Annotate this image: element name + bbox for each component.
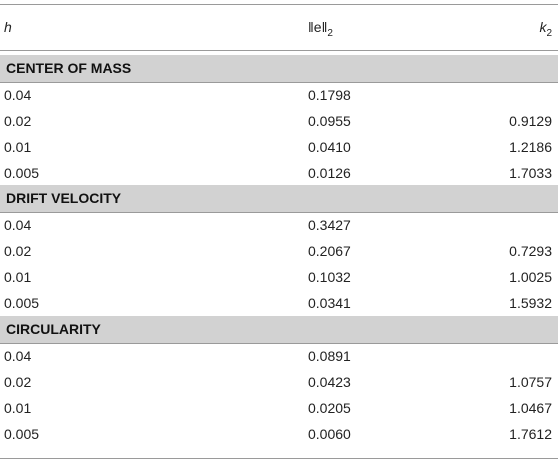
cell-h: 0.02 xyxy=(4,113,32,129)
cell-error: 0.0126 xyxy=(308,165,351,181)
cell-k: 1.0025 xyxy=(509,269,552,285)
cell-h: 0.01 xyxy=(4,139,32,155)
cell-error: 0.0060 xyxy=(308,426,351,442)
cell-k: 0.7293 xyxy=(509,243,552,259)
table-row: 0.01 0.1032 1.0025 xyxy=(0,264,558,290)
cell-h: 0.02 xyxy=(4,374,32,390)
cell-error: 0.0891 xyxy=(308,348,351,364)
table-row: 0.02 0.0955 0.9129 xyxy=(0,108,558,134)
section-center-of-mass: CENTER OF MASS xyxy=(0,55,558,83)
section-circularity: CIRCULARITY xyxy=(0,316,558,344)
section-drift-velocity: DRIFT VELOCITY xyxy=(0,185,558,213)
header-error-norm-sub: 2 xyxy=(327,27,333,39)
section-title: DRIFT VELOCITY xyxy=(6,190,122,206)
cell-error: 0.1798 xyxy=(308,87,351,103)
cell-h: 0.04 xyxy=(4,348,32,364)
cell-error: 0.2067 xyxy=(308,243,351,259)
header-error-norm: ‖e‖2 xyxy=(308,19,333,39)
table-row: 0.005 0.0060 1.7612 xyxy=(0,421,558,447)
cell-h: 0.01 xyxy=(4,400,32,416)
cell-h: 0.005 xyxy=(4,426,40,442)
header-k-sub: 2 xyxy=(546,27,552,39)
table-row: 0.01 0.0205 1.0467 xyxy=(0,395,558,421)
section-title: CIRCULARITY xyxy=(6,321,101,337)
cell-h: 0.005 xyxy=(4,165,40,181)
cell-h: 0.02 xyxy=(4,243,32,259)
cell-error: 0.0423 xyxy=(308,374,351,390)
table-row: 0.01 0.0410 1.2186 xyxy=(0,134,558,160)
table-row: 0.02 0.2067 0.7293 xyxy=(0,238,558,264)
cell-h: 0.01 xyxy=(4,269,32,285)
table-row: 0.04 0.1798 xyxy=(0,82,558,108)
header-error-norm-text: ‖e‖ xyxy=(308,19,328,35)
cell-k: 1.0757 xyxy=(509,374,552,390)
cell-k: 1.2186 xyxy=(509,139,552,155)
cell-error: 0.0955 xyxy=(308,113,351,129)
cell-k: 1.7033 xyxy=(509,165,552,181)
header-h: h xyxy=(4,19,12,35)
cell-k: 1.7612 xyxy=(509,426,552,442)
header-k: k2 xyxy=(539,19,552,39)
cell-k: 0.9129 xyxy=(509,113,552,129)
cell-k: 1.0467 xyxy=(509,400,552,416)
table-row: 0.04 0.3427 xyxy=(0,212,558,238)
cell-error: 0.0205 xyxy=(308,400,351,416)
table-row: 0.04 0.0891 xyxy=(0,343,558,369)
table-header: h ‖e‖2 k2 xyxy=(0,5,558,51)
cell-h: 0.04 xyxy=(4,87,32,103)
cell-error: 0.0410 xyxy=(308,139,351,155)
cell-h: 0.04 xyxy=(4,217,32,233)
cell-h: 0.005 xyxy=(4,295,40,311)
top-rule xyxy=(0,4,558,5)
cell-k: 1.5932 xyxy=(509,295,552,311)
table-row: 0.005 0.0341 1.5932 xyxy=(0,290,558,316)
table-row: 0.005 0.0126 1.7033 xyxy=(0,160,558,186)
cell-error: 0.3427 xyxy=(308,217,351,233)
cell-error: 0.1032 xyxy=(308,269,351,285)
bottom-rule xyxy=(0,458,558,459)
table-row: 0.02 0.0423 1.0757 xyxy=(0,369,558,395)
section-title: CENTER OF MASS xyxy=(6,60,132,76)
header-k-text: k xyxy=(539,19,547,35)
cell-error: 0.0341 xyxy=(308,295,351,311)
